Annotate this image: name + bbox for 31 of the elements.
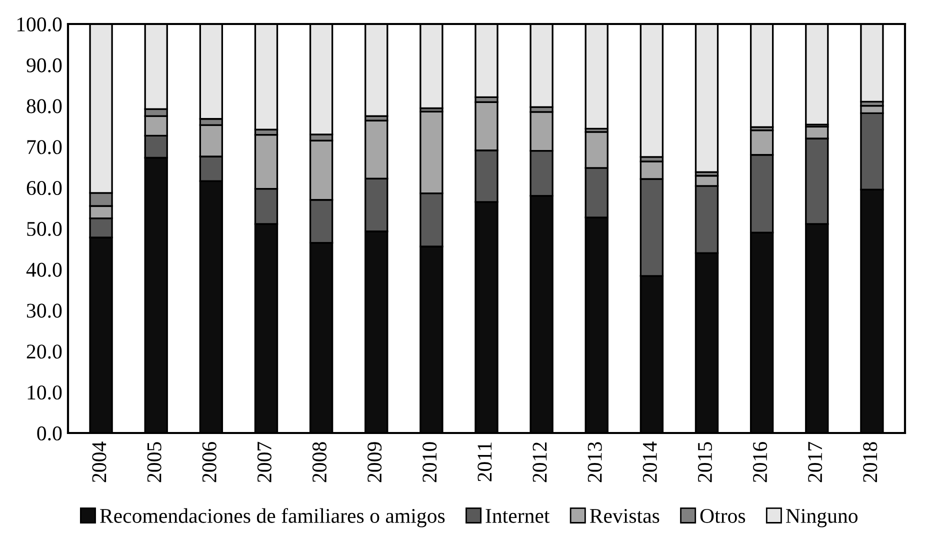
x-tick-label: 2007: [257, 442, 272, 482]
y-tick-label: 60.0: [26, 180, 62, 196]
legend-label: Revistas: [590, 508, 660, 523]
y-tick-label: 30.0: [26, 304, 62, 318]
x-tick-label: 2014: [642, 442, 657, 482]
y-tick-label: 80.0: [26, 99, 62, 114]
y-tick-label: 90.0: [26, 58, 62, 72]
x-tick-label: 2006: [202, 442, 216, 482]
legend-label: Recomendaciones de familiares o amigos: [100, 508, 445, 528]
legend-label: Ninguno: [786, 508, 858, 528]
y-tick-label: 100.0: [17, 17, 62, 32]
x-tick-label: 2013: [588, 442, 602, 482]
legend-label: Internet: [486, 509, 550, 523]
legend-label: Otros: [700, 508, 746, 523]
x-tick-label: 2015: [698, 442, 712, 482]
y-tick-label: 50.0: [27, 222, 62, 236]
y-tick-label: 70.0: [27, 140, 62, 154]
x-tick-label: 2009: [368, 442, 382, 482]
y-tick-label: 0.0: [37, 426, 62, 441]
x-tick-label: 2012: [532, 442, 547, 482]
x-tick-label: 2004: [92, 442, 106, 482]
y-tick-label: 20.0: [26, 344, 62, 359]
x-tick-label: 2011: [478, 442, 492, 482]
x-tick-label: 2005: [147, 442, 162, 482]
x-tick-label: 2017: [808, 442, 822, 482]
x-tick-label: 2008: [312, 442, 327, 482]
y-tick-label: 10.0: [28, 385, 62, 400]
x-tick-label: 2018: [863, 442, 878, 482]
y-tick-label: 40.0: [26, 262, 62, 277]
x-tick-label: 2010: [422, 442, 437, 482]
x-tick-label: 2016: [752, 442, 768, 482]
